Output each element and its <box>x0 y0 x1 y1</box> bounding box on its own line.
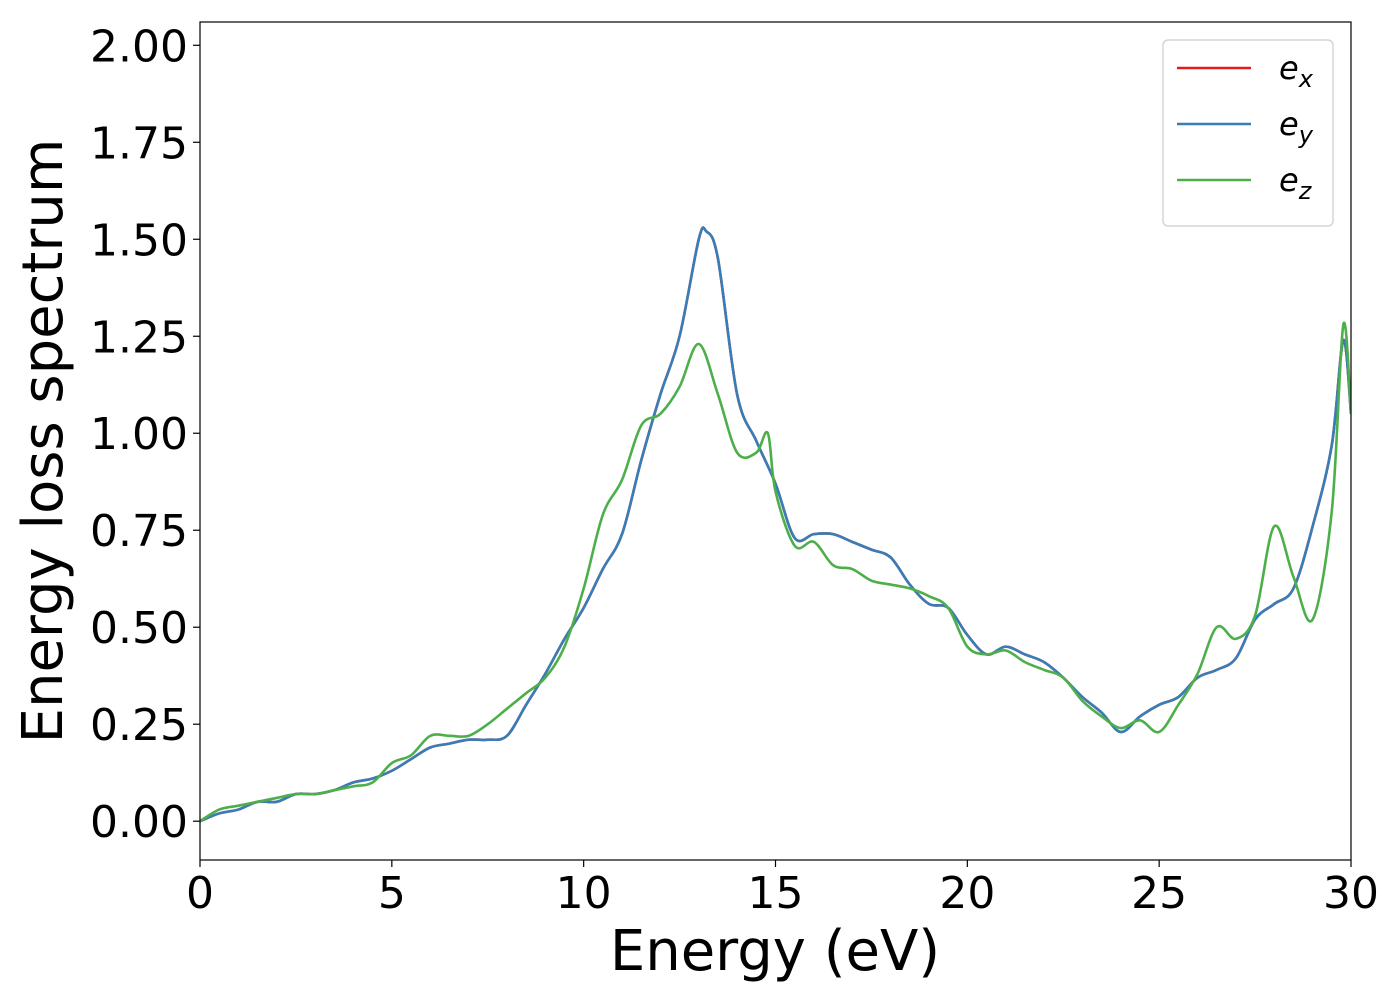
plot-background <box>200 22 1351 860</box>
series-line-ey <box>200 226 1351 823</box>
x-tick-label: 30 <box>1323 868 1379 919</box>
y-tick-label: 1.75 <box>90 118 188 169</box>
x-tick-label: 0 <box>186 868 214 919</box>
series-line-ez <box>200 321 1351 823</box>
y-tick-label: 0.00 <box>90 797 188 848</box>
y-tick-label: 2.00 <box>90 21 188 72</box>
y-tick-label: 0.50 <box>90 603 188 654</box>
y-axis-label: Energy loss spectrum <box>11 139 76 744</box>
x-tick-label: 10 <box>556 868 612 919</box>
legend-label-x: ex <box>1279 49 1314 93</box>
series-layer <box>200 226 1351 823</box>
legend-label-base: e <box>1279 49 1299 87</box>
legend-label-base: e <box>1279 161 1299 199</box>
y-tick-label: 1.25 <box>90 312 188 363</box>
y-axis: 0.00 0.25 0.50 0.75 1.00 1.25 1.50 1.75 2.00 <box>90 21 200 848</box>
legend-label-base: e <box>1279 105 1299 143</box>
x-tick-label: 25 <box>1131 868 1187 919</box>
legend-label-y: ey <box>1279 105 1314 149</box>
legend-label-subscript: y <box>1298 121 1314 149</box>
x-tick-label: 15 <box>748 868 804 919</box>
legend-label-subscript: x <box>1298 65 1314 93</box>
x-tick-label: 5 <box>378 868 406 919</box>
y-tick-label: 1.00 <box>90 409 188 460</box>
y-tick-label: 0.75 <box>90 506 188 557</box>
x-tick-label: 20 <box>939 868 995 919</box>
legend-label-subscript: z <box>1298 177 1313 205</box>
legend-label-z: ez <box>1279 161 1313 205</box>
x-axis-label: Energy (eV) <box>610 919 940 984</box>
y-tick-label: 1.50 <box>90 215 188 266</box>
y-tick-label: 0.25 <box>90 700 188 751</box>
x-axis: 0 5 10 15 20 25 30 <box>186 860 1379 919</box>
